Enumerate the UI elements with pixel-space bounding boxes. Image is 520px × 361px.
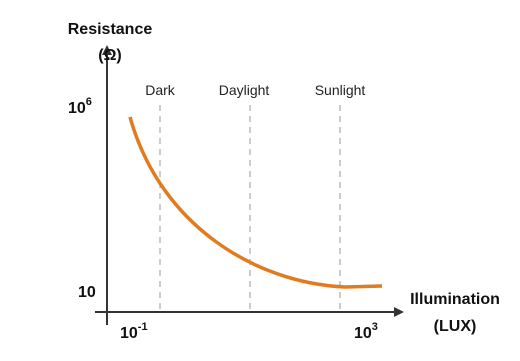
label-part: -1 (138, 321, 148, 333)
label-part: 10 (354, 325, 372, 342)
region-label: Sunlight (315, 82, 366, 98)
region-label: Daylight (219, 82, 270, 98)
x-right-label: 103 (354, 321, 378, 342)
label-part: 10 (68, 100, 86, 117)
x-axis-unit: (LUX) (434, 318, 477, 335)
label-part: 6 (86, 96, 92, 108)
region-label: Dark (145, 82, 176, 98)
label-part: 3 (372, 321, 378, 333)
label-part: 10 (120, 325, 138, 342)
x-left-label: 10-1 (120, 321, 148, 342)
resistance-curve (128, 116, 383, 289)
region-dividers (159, 105, 341, 312)
y-bottom-label: 10 (78, 284, 96, 301)
y-axis-unit: (Ω) (98, 47, 121, 64)
x-axis-title: Illumination (410, 291, 500, 308)
y-top-label: 106 (68, 96, 92, 117)
y-axis-title: Resistance (68, 21, 153, 38)
